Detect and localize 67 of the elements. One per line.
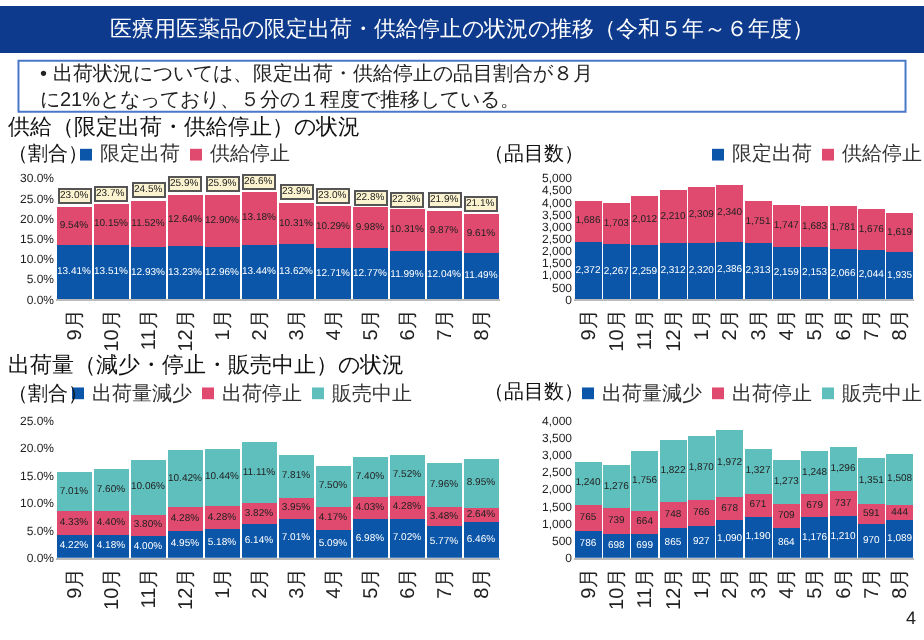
x-tick-label: 12月 (663, 309, 686, 352)
legend-label: 出荷量減少 (602, 382, 702, 406)
x-tick-label: 2月 (250, 567, 272, 599)
x-tick-label: 7月 (862, 567, 884, 599)
chart-title: 出荷量（減少・停止・販売中止）の状況 (8, 352, 404, 378)
x-tick-label: 5月 (361, 309, 383, 341)
text: • 出荷状況については、限定出荷・供給停止の品目割合が８月に21%となっており、５分の１程度で推移している。 (40, 62, 593, 112)
chart-title: 供給（限定出荷・供給停止）の状況 (8, 114, 360, 140)
x-tick-label: 2月 (250, 309, 272, 341)
x-tick-label: 11月 (139, 309, 161, 351)
x-tick-label: 3月 (287, 567, 309, 599)
x-tick-label: 8月 (472, 309, 494, 341)
x-tick-label: 10月 (607, 567, 629, 610)
x-tick-label: 4月 (324, 567, 346, 599)
text: 医療用医薬品の限定出荷・供給停止の状況の推移（令和５年～６年度） (110, 16, 814, 42)
x-tick-label: 1月 (692, 567, 714, 599)
x-tick-label: 2月 (720, 567, 743, 599)
legend-label: 限定出荷 (732, 142, 812, 166)
x-tick-label: 1月 (213, 309, 235, 341)
x-tick-label: 10月 (102, 309, 124, 352)
x-tick-label: 11月 (635, 567, 658, 609)
x-tick-label: 7月 (435, 309, 457, 341)
x-tick-label: 6月 (398, 567, 420, 599)
x-tick-label: 7月 (435, 567, 457, 599)
x-tick-label: 7月 (862, 309, 884, 341)
x-tick-label: 12月 (176, 567, 198, 610)
x-tick-label: 8月 (472, 567, 494, 599)
x-tick-label: 1月 (692, 309, 714, 341)
y-axis-title: （割合） (8, 142, 88, 166)
x-tick-label: 8月 (890, 309, 913, 341)
legend-label: 出荷停止 (732, 382, 812, 406)
legend-label: 供給停止 (842, 142, 922, 166)
x-tick-label: 5月 (361, 567, 383, 599)
x-tick-label: 4月 (777, 309, 799, 341)
x-tick-label: 5月 (805, 567, 828, 599)
x-tick-label: 3月 (748, 567, 771, 599)
x-tick-label: 9月 (65, 309, 87, 341)
legend-label: 出荷停止 (222, 382, 302, 406)
legend-label: 販売中止 (332, 382, 412, 406)
x-tick-label: 10月 (607, 309, 629, 352)
x-tick-label: 1月 (213, 567, 235, 599)
x-tick-label: 12月 (663, 567, 686, 610)
x-tick-label: 3月 (287, 309, 309, 341)
legend-label: 出荷量減少 (92, 382, 192, 406)
x-tick-label: 2月 (720, 309, 743, 341)
y-axis-title: （品目数） (484, 144, 584, 166)
legend-label: 販売中止 (842, 382, 922, 406)
x-tick-label: 3月 (748, 309, 771, 341)
x-tick-label: 12月 (176, 309, 198, 352)
x-tick-label: 9月 (578, 567, 601, 599)
x-tick-label: 6月 (398, 309, 420, 341)
text: 4 (906, 608, 917, 628)
x-tick-label: 5月 (805, 309, 828, 341)
y-axis-title: （品目数） (484, 382, 584, 404)
x-tick-label: 8月 (890, 567, 913, 599)
legend-label: 限定出荷 (100, 142, 180, 166)
x-tick-label: 9月 (65, 567, 87, 599)
x-tick-label: 9月 (578, 309, 601, 341)
x-tick-label: 6月 (833, 567, 856, 599)
x-tick-label: 4月 (324, 309, 346, 341)
x-tick-label: 10月 (102, 567, 124, 610)
x-tick-label: 11月 (139, 567, 161, 609)
y-axis-title: （割合） (8, 382, 88, 406)
x-tick-label: 4月 (777, 567, 799, 599)
legend-label: 供給停止 (210, 142, 290, 166)
x-tick-label: 6月 (833, 309, 856, 341)
x-tick-label: 11月 (635, 309, 658, 351)
